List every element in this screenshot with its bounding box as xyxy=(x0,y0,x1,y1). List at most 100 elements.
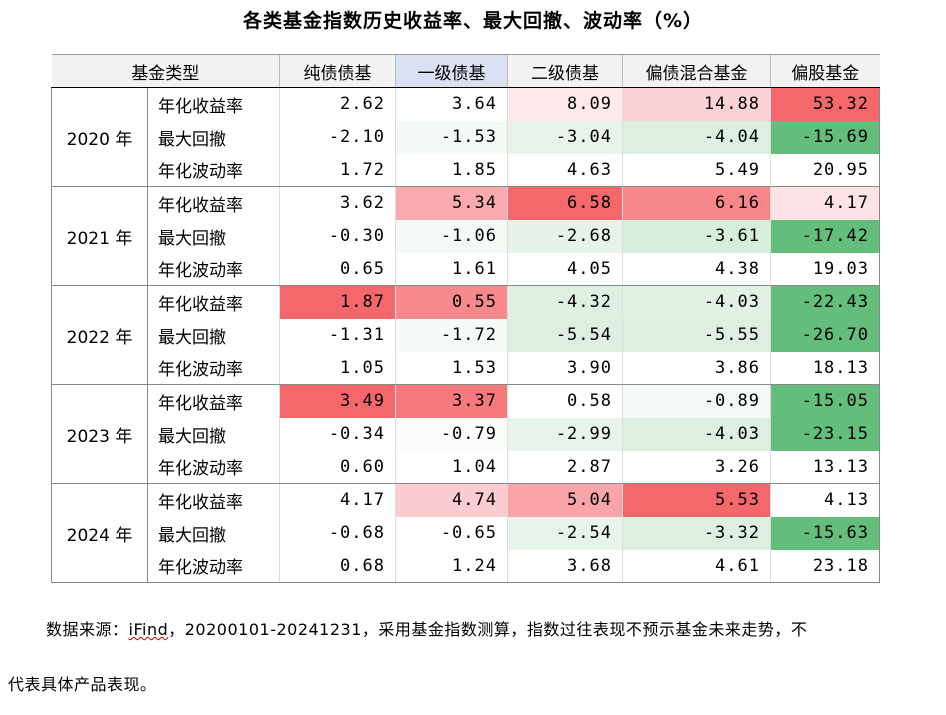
value-cell: -3.61 xyxy=(622,219,771,253)
table-row: 年化波动率 1.72 1.85 4.63 5.49 20.95 xyxy=(52,153,880,187)
table-row: 年化波动率 0.60 1.04 2.87 3.26 13.13 xyxy=(52,450,880,484)
value-cell: -22.43 xyxy=(770,285,880,319)
value-cell: 2.62 xyxy=(279,87,396,121)
value-cell: 4.17 xyxy=(279,483,396,517)
metric-cell: 年化收益率 xyxy=(158,195,243,216)
fund-index-table: 基金类型 纯债债基 一级债基 二级债基 偏债混合基金 偏股基金 2020 年年化… xyxy=(51,54,880,583)
value-cell: 5.34 xyxy=(395,186,508,220)
value-cell: 3.37 xyxy=(395,384,508,418)
value-cell: -23.15 xyxy=(770,417,880,451)
value-cell: 3.90 xyxy=(507,351,623,385)
metric-cell: 年化收益率 xyxy=(158,294,243,315)
year-cell: 2024 年 xyxy=(51,483,148,583)
value-cell: -0.30 xyxy=(279,219,396,253)
metric-cell: 年化波动率 xyxy=(147,450,280,484)
footer-note: 代表具体产品表现。 xyxy=(8,675,157,694)
value-cell: 20.95 xyxy=(770,153,880,187)
value-cell: 1.05 xyxy=(279,351,396,385)
footer-rest: ，20200101-20241231，采用基金指数测算，指数过往表现不预示基金未… xyxy=(168,620,808,639)
value-cell: -2.99 xyxy=(507,417,623,451)
header-primary-bond: 一级债基 xyxy=(395,54,508,88)
value-cell: 3.64 xyxy=(395,87,508,121)
footer-source: 数据来源：iFind，20200101-20241231，采用基金指数测算，指数… xyxy=(46,622,807,638)
table-row: 最大回撤 -0.68 -0.65 -2.54 -3.32 -15.63 xyxy=(52,516,880,550)
value-cell: -1.53 xyxy=(395,120,508,154)
value-cell: 1.04 xyxy=(395,450,508,484)
footer-prefix: 数据来源： xyxy=(46,620,129,639)
metric-cell: 年化收益率 xyxy=(158,393,243,414)
value-cell: -15.63 xyxy=(770,516,880,550)
value-cell: 1.53 xyxy=(395,351,508,385)
table-row: 2020 年年化收益率 2.62 3.64 8.09 14.88 53.32 xyxy=(51,87,880,187)
footer-source-name: iFind xyxy=(128,620,169,639)
metric-cell: 年化收益率 xyxy=(158,492,243,513)
value-cell: 1.24 xyxy=(395,549,508,583)
value-cell: 5.04 xyxy=(507,483,623,517)
value-cell: 19.03 xyxy=(770,252,880,286)
value-cell: 4.74 xyxy=(395,483,508,517)
year-cell: 2022 年 xyxy=(51,285,148,385)
value-cell: -0.65 xyxy=(395,516,508,550)
value-cell: 3.49 xyxy=(279,384,396,418)
header-pure-bond: 纯债债基 xyxy=(279,54,396,88)
value-cell: 3.62 xyxy=(279,186,396,220)
header-fund-type: 基金类型 xyxy=(51,54,280,88)
value-cell: 3.86 xyxy=(622,351,771,385)
value-cell: -1.06 xyxy=(395,219,508,253)
value-cell: -26.70 xyxy=(770,318,880,352)
value-cell: 2.87 xyxy=(507,450,623,484)
table-row: 2022 年年化收益率 1.87 0.55 -4.32 -4.03 -22.43 xyxy=(51,285,880,385)
value-cell: 5.53 xyxy=(622,483,771,517)
value-cell: -0.34 xyxy=(279,417,396,451)
value-cell: 1.61 xyxy=(395,252,508,286)
table-row: 年化波动率 1.05 1.53 3.90 3.86 18.13 xyxy=(52,351,880,385)
value-cell: 13.13 xyxy=(770,450,880,484)
table-row: 最大回撤 -0.30 -1.06 -2.68 -3.61 -17.42 xyxy=(52,219,880,253)
value-cell: -4.04 xyxy=(622,120,771,154)
metric-cell: 年化波动率 xyxy=(147,153,280,187)
value-cell: -2.68 xyxy=(507,219,623,253)
value-cell: -15.69 xyxy=(770,120,880,154)
year-cell: 2023 年 xyxy=(51,384,148,484)
metric-cell: 最大回撤 xyxy=(158,129,226,150)
table-row: 最大回撤 -1.31 -1.72 -5.54 -5.55 -26.70 xyxy=(52,318,880,352)
header-bond-hybrid: 偏债混合基金 xyxy=(622,54,771,88)
value-cell: 18.13 xyxy=(770,351,880,385)
value-cell: -4.32 xyxy=(507,285,623,319)
value-cell: 8.09 xyxy=(507,87,623,121)
table-row: 年化波动率 0.65 1.61 4.05 4.38 19.03 xyxy=(52,252,880,286)
header-secondary-bond: 二级债基 xyxy=(507,54,623,88)
table-row: 最大回撤 -0.34 -0.79 -2.99 -4.03 -23.15 xyxy=(52,417,880,451)
value-cell: 3.68 xyxy=(507,549,623,583)
value-cell: 0.58 xyxy=(507,384,623,418)
value-cell: 1.72 xyxy=(279,153,396,187)
table-row: 2021 年年化收益率 3.62 5.34 6.58 6.16 4.17 xyxy=(51,186,880,286)
table-row: 最大回撤 -2.10 -1.53 -3.04 -4.04 -15.69 xyxy=(52,120,880,154)
value-cell: -1.72 xyxy=(395,318,508,352)
value-cell: 5.49 xyxy=(622,153,771,187)
value-cell: -4.03 xyxy=(622,417,771,451)
value-cell: -5.54 xyxy=(507,318,623,352)
value-cell: 6.16 xyxy=(622,186,771,220)
header-row: 基金类型 纯债债基 一级债基 二级债基 偏债混合基金 偏股基金 xyxy=(51,54,880,88)
value-cell: -2.10 xyxy=(279,120,396,154)
value-cell: -0.68 xyxy=(279,516,396,550)
value-cell: 4.63 xyxy=(507,153,623,187)
value-cell: 0.68 xyxy=(279,549,396,583)
metric-cell: 年化收益率 xyxy=(158,96,243,117)
value-cell: 4.17 xyxy=(770,186,880,220)
table-row: 2024 年年化收益率 4.17 4.74 5.04 5.53 4.13 xyxy=(51,483,880,583)
value-cell: 0.55 xyxy=(395,285,508,319)
value-cell: 4.13 xyxy=(770,483,880,517)
metric-cell: 年化波动率 xyxy=(147,351,280,385)
value-cell: 53.32 xyxy=(770,87,880,121)
value-cell: -17.42 xyxy=(770,219,880,253)
value-cell: 1.87 xyxy=(279,285,396,319)
value-cell: -0.89 xyxy=(622,384,771,418)
table-title: 各类基金指数历史收益率、最大回撤、波动率（%） xyxy=(242,10,704,32)
metric-cell: 最大回撤 xyxy=(158,525,226,546)
value-cell: 4.05 xyxy=(507,252,623,286)
value-cell: 23.18 xyxy=(770,549,880,583)
year-cell: 2020 年 xyxy=(51,87,148,187)
value-cell: 0.60 xyxy=(279,450,396,484)
